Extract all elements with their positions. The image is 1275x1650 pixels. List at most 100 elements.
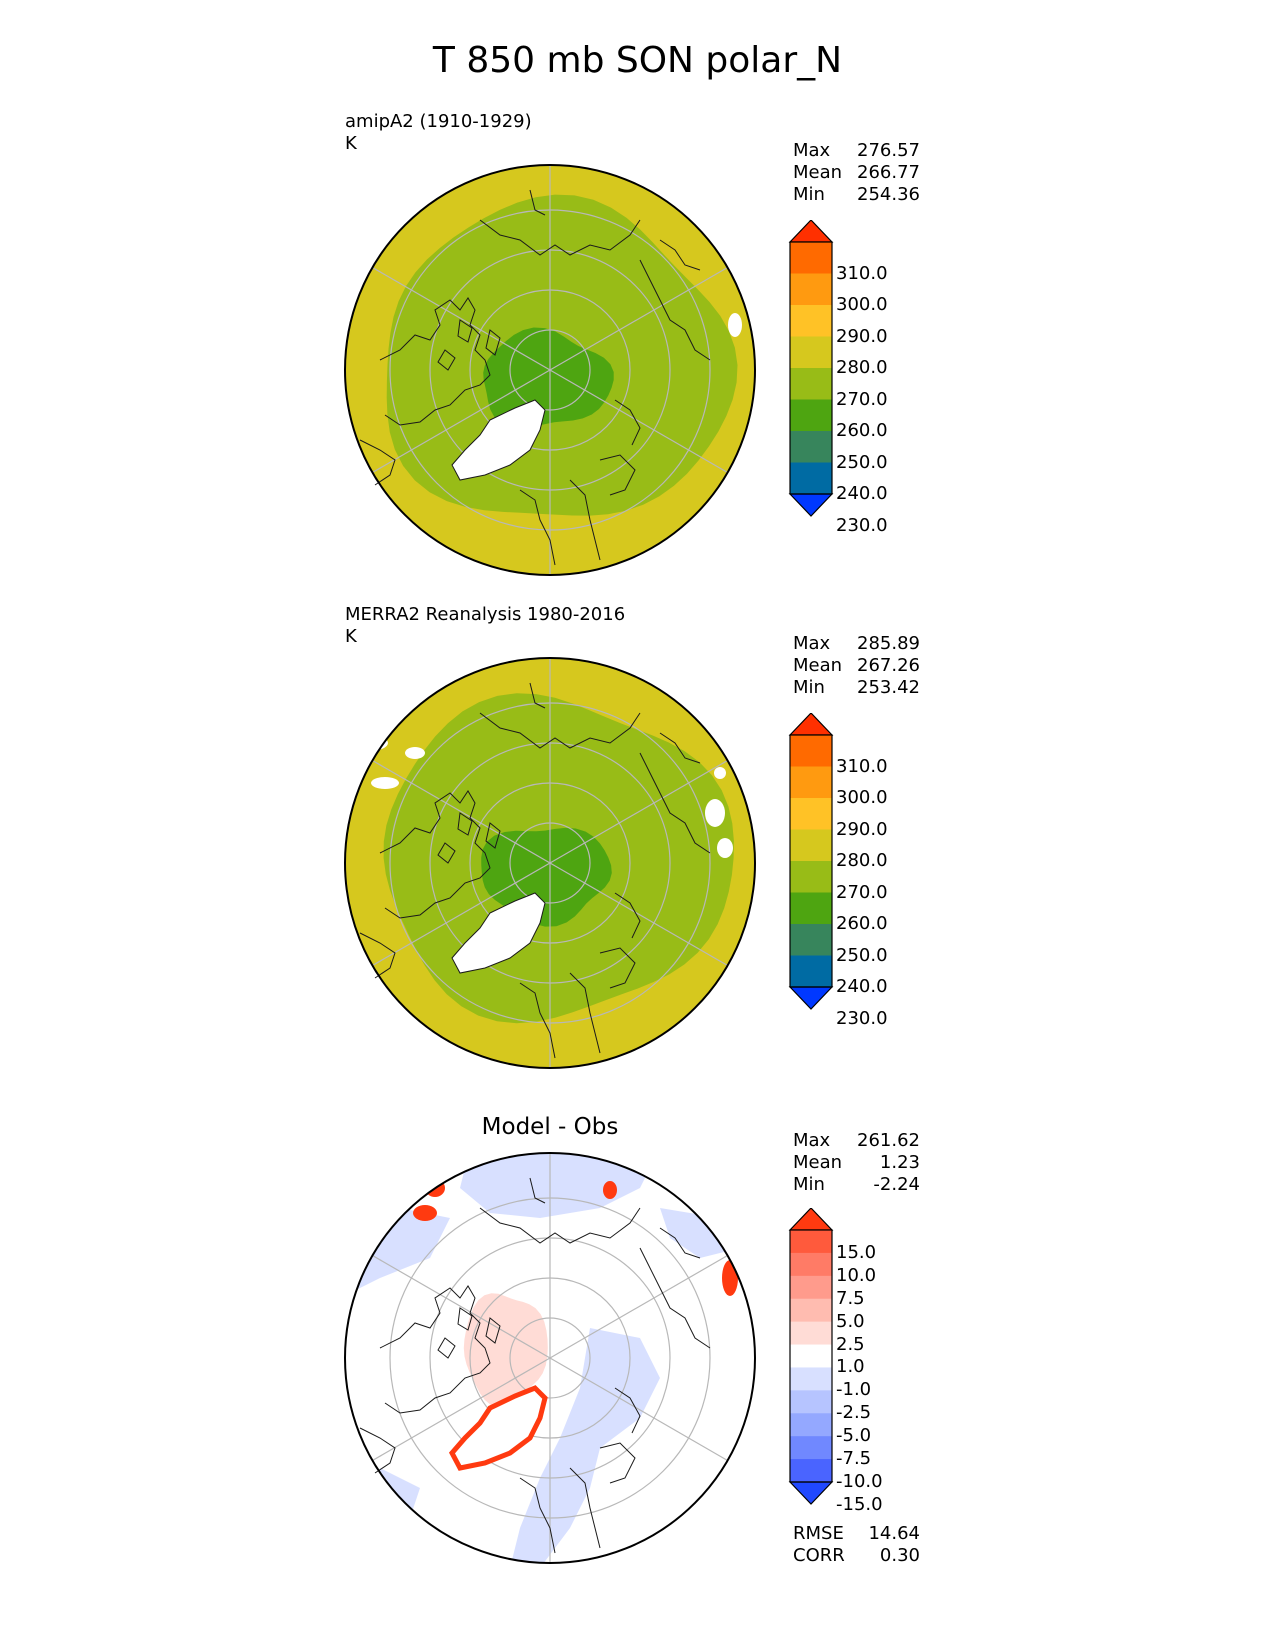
- model-colorbar: [788, 220, 834, 517]
- colorbar-tick-label: 240.0: [836, 976, 888, 997]
- coastline-segment: [529, 189, 546, 216]
- colorbar-swatch: [790, 1459, 832, 1483]
- coastline-segment: [479, 1207, 641, 1244]
- field-hotspot: [413, 1205, 437, 1221]
- colorbar-frame: [789, 1229, 833, 1483]
- coastline-segment: [569, 479, 601, 561]
- colorbar-tick-label: -7.5: [836, 1448, 872, 1470]
- colorbar-tick-label: 240.0: [836, 483, 888, 504]
- coastline-segment: [519, 982, 556, 1059]
- diff-stats: Max 261.62 Mean 1.23 Min -2.24: [793, 1130, 920, 1195]
- field-negative-region: [460, 1153, 660, 1218]
- colorbar-swatch: [790, 766, 832, 799]
- model-polar-map: [344, 164, 756, 576]
- map-frame: [344, 164, 756, 576]
- missing-data-patch: [371, 777, 399, 789]
- coastline-segment: [529, 1177, 546, 1204]
- colorbar-tick-label: 250.0: [836, 451, 888, 473]
- graticule: [372, 1153, 728, 1563]
- colorbar-swatch: [790, 798, 832, 830]
- coastline-segment: [599, 454, 636, 496]
- colorbar-swatch: [790, 462, 832, 495]
- field-negative-region: [380, 1468, 420, 1518]
- colorbar-swatch: [790, 1390, 832, 1414]
- colorbar-tick-label: -2.5: [836, 1402, 872, 1424]
- colorbar-swatch: [790, 829, 832, 862]
- coastlines: [359, 189, 711, 566]
- colorbar-tick-label: 270.0: [836, 881, 888, 903]
- colorbar-swatch: [790, 955, 832, 988]
- colorbar-swatch: [790, 1413, 832, 1437]
- coastline-segment: [485, 1317, 501, 1344]
- missing-data-patch: [728, 313, 742, 337]
- colorbar-tick-label: 250.0: [836, 944, 888, 966]
- colorbar-extend-bottom: [788, 493, 834, 517]
- diff-polar-map: [344, 1152, 756, 1564]
- coastline-segment: [639, 259, 711, 361]
- field-negative-region: [510, 1328, 660, 1563]
- coastline-segment: [485, 822, 501, 849]
- coastline-segment: [379, 297, 491, 426]
- field-hotspot: [356, 1189, 384, 1207]
- field-hotspot: [722, 1260, 738, 1296]
- coastline-segment: [379, 790, 491, 919]
- model-stats: Max 276.57 Mean 266.77 Min 254.36: [793, 140, 920, 205]
- colorbar-tick-label: 15.0: [836, 1241, 877, 1263]
- coastline-segment: [437, 349, 456, 371]
- coastline-segment: [599, 947, 636, 989]
- figure-title: T 850 mb SON polar_N: [432, 40, 843, 81]
- colorbar-tick-label: 310.0: [836, 755, 888, 777]
- coastline-segment: [659, 732, 701, 764]
- missing-data-patch: [405, 747, 425, 759]
- missing-data-patch: [705, 799, 725, 827]
- coastline-segment: [529, 682, 546, 709]
- coastlines: [359, 1177, 711, 1554]
- coastline-segment: [359, 1427, 396, 1474]
- coastline-segment: [639, 1247, 711, 1349]
- colorbar-swatch: [790, 336, 832, 369]
- coastlines: [359, 682, 711, 1059]
- colorbar-tick-label: 290.0: [836, 325, 888, 347]
- colorbar-swatch: [790, 1275, 832, 1300]
- colorbar-tick-label: 260.0: [836, 913, 888, 934]
- colorbar-extend-bottom: [788, 1481, 834, 1505]
- colorbar-tick-label: 270.0: [836, 388, 888, 410]
- colorbar-tick-label: 2.5: [836, 1333, 865, 1355]
- colorbar-swatch: [790, 1230, 832, 1254]
- greenland-edge-hotspot: [448, 1385, 548, 1471]
- meridian-line: [372, 862, 551, 967]
- coastline-segment: [639, 752, 711, 854]
- colorbar-swatch: [790, 1321, 832, 1346]
- colorbar-swatch: [790, 1344, 832, 1368]
- colorbar-swatch: [790, 1436, 832, 1460]
- graticule: [372, 165, 728, 575]
- meridian-line: [549, 369, 728, 474]
- diff-panel-title: Model - Obs: [481, 1114, 619, 1140]
- missing-data-patch: [352, 735, 388, 751]
- meridian-line: [549, 862, 728, 967]
- coastline-segment: [479, 712, 641, 749]
- colorbar-tick-label: -15.0: [836, 1493, 883, 1515]
- colorbar-extend-top: [788, 713, 834, 736]
- meridian-line: [549, 759, 728, 864]
- coastline-segment: [359, 932, 396, 979]
- meridian-line: [372, 1254, 551, 1359]
- field-positive-region: [463, 1293, 548, 1408]
- colorbar-swatch: [790, 892, 832, 925]
- coastline-segment: [519, 489, 556, 566]
- colorbar-frame: [789, 734, 833, 988]
- colorbar-tick-label: 5.0: [836, 1310, 865, 1332]
- colorbar-swatch: [790, 399, 832, 432]
- coastline-segment: [359, 439, 396, 486]
- meridian-line: [549, 1254, 728, 1359]
- colorbar-tick-label: 260.0: [836, 420, 888, 441]
- coastline-segment: [569, 972, 601, 1054]
- colorbar-extend-bottom: [788, 986, 834, 1010]
- coastline-segment: [659, 239, 701, 271]
- colorbar-tick-label: 300.0: [836, 294, 888, 315]
- colorbar-tick-label: 1.0: [836, 1356, 865, 1378]
- colorbar-swatch: [790, 242, 832, 274]
- missing-data-patch: [714, 767, 726, 779]
- colorbar-swatch: [790, 273, 832, 306]
- greenland-landmass: [451, 892, 546, 974]
